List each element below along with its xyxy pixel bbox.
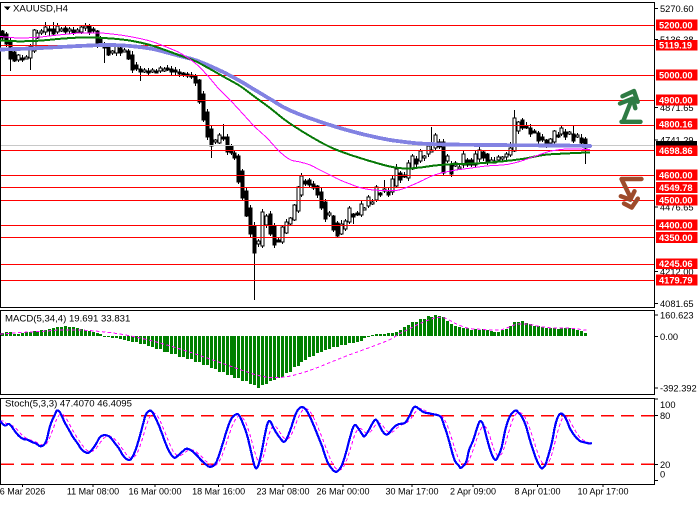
svg-text:2 Apr 09:00: 2 Apr 09:00 xyxy=(450,487,496,497)
svg-text:4500.00: 4500.00 xyxy=(659,195,693,205)
svg-text:6 Mar 2026: 6 Mar 2026 xyxy=(0,487,45,497)
svg-text:20: 20 xyxy=(660,460,670,470)
svg-text:4600.00: 4600.00 xyxy=(659,170,693,180)
svg-text:0.00: 0.00 xyxy=(660,332,678,342)
svg-text:Stoch(5,3,3) 47.4070 46.4095: Stoch(5,3,3) 47.4070 46.4095 xyxy=(5,399,132,410)
svg-text:5000.00: 5000.00 xyxy=(659,70,693,80)
svg-text:4900.00: 4900.00 xyxy=(659,95,693,105)
svg-text:4871.65: 4871.65 xyxy=(660,103,694,113)
svg-text:100: 100 xyxy=(660,400,676,410)
svg-text:30 Mar 17:00: 30 Mar 17:00 xyxy=(385,487,438,497)
svg-text:5119.19: 5119.19 xyxy=(659,41,692,51)
svg-text:4350.00: 4350.00 xyxy=(659,233,693,243)
svg-text:4400.00: 4400.00 xyxy=(659,220,693,230)
svg-text:4549.78: 4549.78 xyxy=(659,183,693,193)
svg-text:4800.16: 4800.16 xyxy=(659,119,693,129)
svg-text:23 Mar 08:00: 23 Mar 08:00 xyxy=(256,487,309,497)
svg-text:10 Apr 17:00: 10 Apr 17:00 xyxy=(577,487,628,497)
svg-text:4698.86: 4698.86 xyxy=(659,146,693,156)
svg-text:4179.79: 4179.79 xyxy=(659,276,693,286)
svg-text:4081.65: 4081.65 xyxy=(660,299,694,309)
svg-text:4741.29: 4741.29 xyxy=(660,135,694,145)
svg-text:XAUUSD,H4: XAUUSD,H4 xyxy=(13,4,69,15)
svg-text:5270.60: 5270.60 xyxy=(660,4,694,14)
svg-text:MACD(5,34,4) 19.691 33.831: MACD(5,34,4) 19.691 33.831 xyxy=(5,313,130,324)
svg-text:80: 80 xyxy=(660,411,670,421)
svg-text:18 Mar 16:00: 18 Mar 16:00 xyxy=(192,487,245,497)
svg-text:4476.65: 4476.65 xyxy=(660,202,694,212)
svg-text:-392.392: -392.392 xyxy=(660,383,697,393)
svg-text:4212.00: 4212.00 xyxy=(660,267,694,277)
svg-text:8 Apr 01:00: 8 Apr 01:00 xyxy=(514,487,560,497)
svg-text:11 Mar 08:00: 11 Mar 08:00 xyxy=(67,487,119,497)
svg-text:160.623: 160.623 xyxy=(660,310,694,320)
svg-text:5200.00: 5200.00 xyxy=(659,20,693,30)
svg-text:4245.06: 4245.06 xyxy=(659,259,693,269)
svg-text:16 Mar 00:00: 16 Mar 00:00 xyxy=(128,487,181,497)
svg-text:0: 0 xyxy=(660,469,665,479)
svg-text:26 Mar 00:00: 26 Mar 00:00 xyxy=(316,487,369,497)
